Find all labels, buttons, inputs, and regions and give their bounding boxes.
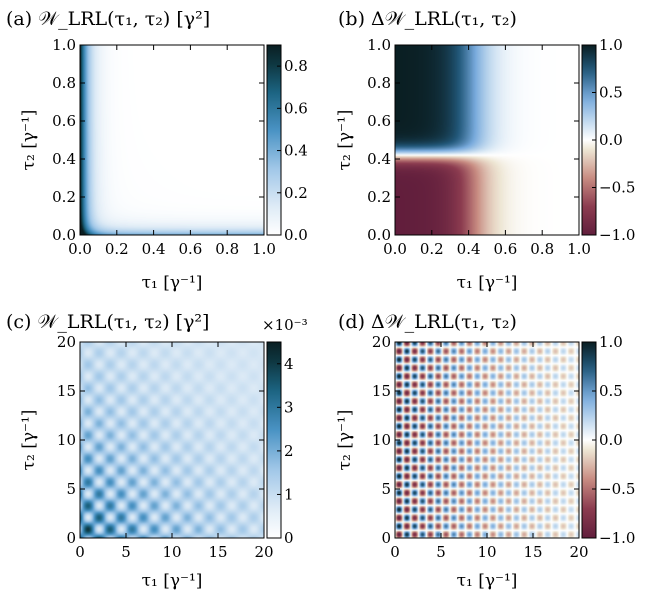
- panel-d-title: (d) Δ𝒲_LRL(τ₁, τ₂): [338, 311, 517, 333]
- y-tick-label-d: 15: [372, 382, 391, 400]
- x-tick-label-d: 15: [523, 543, 542, 561]
- colorbar-tick-label-a: 0.6: [284, 99, 308, 117]
- panel-c-ylabel: τ₂ [γ⁻¹]: [19, 410, 39, 471]
- y-tick-label-c: 5: [66, 480, 76, 498]
- colorbar-tick-label-d: 0.5: [599, 382, 623, 400]
- colorbar-tick-label-b: −1.0: [599, 226, 635, 244]
- x-tick-label-b: 0.6: [493, 240, 517, 258]
- heatmap-c: [80, 342, 264, 538]
- x-tick-label-a: 0.4: [142, 240, 166, 258]
- colorbar-c: [267, 342, 281, 538]
- y-tick-label-b: 0.6: [367, 112, 391, 130]
- colorbar-frame-c: [266, 341, 282, 539]
- colorbar-tick-label-b: 0.5: [599, 84, 623, 102]
- x-tick-label-a: 0.0: [68, 240, 92, 258]
- y-tick-label-c: 0: [66, 529, 76, 547]
- colorbar-tick-label-a: 0.0: [284, 226, 308, 244]
- axes-frame-b: [394, 44, 580, 236]
- x-tick-label-b: 0.4: [457, 240, 481, 258]
- y-tick-label-c: 15: [57, 382, 76, 400]
- colorbar-tick-label-d: −0.5: [599, 480, 635, 498]
- x-tick-label-d: 10: [477, 543, 496, 561]
- colorbar-tick-label-c: 2: [284, 442, 294, 460]
- x-tick-label-b: 0.2: [420, 240, 444, 258]
- y-tick-label-b: 0.4: [367, 150, 391, 168]
- colorbar-tick-label-a: 0.2: [284, 184, 308, 202]
- colorbar-tick-label-b: 0.0: [599, 131, 623, 149]
- colorbar-tick-label-d: 0.0: [599, 431, 623, 449]
- y-tick-label-b: 0.8: [367, 74, 391, 92]
- x-tick-label-b: 0.8: [530, 240, 554, 258]
- y-tick-label-b: 0.0: [367, 226, 391, 244]
- y-tick-label-a: 0.4: [52, 150, 76, 168]
- colorbar-c-multiplier: ×10⁻³: [262, 316, 308, 334]
- y-tick-label-a: 0.8: [52, 74, 76, 92]
- colorbar-tick-label-c: 4: [284, 355, 294, 373]
- colorbar-frame-a: [266, 44, 282, 236]
- heatmap-b: [395, 45, 579, 235]
- colorbar-tick-label-d: −1.0: [599, 529, 635, 547]
- x-tick-label-a: 1.0: [252, 240, 276, 258]
- colorbar-tick-label-c: 0: [284, 529, 294, 547]
- y-tick-label-a: 0.2: [52, 188, 76, 206]
- colorbar-tick-label-c: 1: [284, 485, 294, 503]
- x-tick-label-c: 0: [75, 543, 85, 561]
- heatmap-a: [80, 45, 264, 235]
- x-tick-label-c: 10: [162, 543, 181, 561]
- x-tick-label-b: 1.0: [567, 240, 591, 258]
- panel-a-xlabel: τ₁ [γ⁻¹]: [142, 273, 203, 293]
- y-tick-label-a: 1.0: [52, 36, 76, 54]
- colorbar-tick-label-c: 3: [284, 398, 294, 416]
- y-tick-label-d: 0: [381, 529, 391, 547]
- x-tick-label-c: 15: [208, 543, 227, 561]
- y-tick-label-c: 10: [57, 431, 76, 449]
- panel-a-title: (a) 𝒲_LRL(τ₁, τ₂) [γ²]: [6, 8, 210, 30]
- x-tick-label-a: 0.2: [105, 240, 129, 258]
- y-tick-label-d: 10: [372, 431, 391, 449]
- x-tick-label-d: 5: [436, 543, 446, 561]
- axes-frame-a: [79, 44, 265, 236]
- y-tick-label-a: 0.6: [52, 112, 76, 130]
- y-tick-label-d: 20: [372, 333, 391, 351]
- y-tick-label-a: 0.0: [52, 226, 76, 244]
- x-tick-label-b: 0.0: [383, 240, 407, 258]
- x-tick-label-c: 5: [121, 543, 131, 561]
- y-tick-label-b: 0.2: [367, 188, 391, 206]
- panel-d-xlabel: τ₁ [γ⁻¹]: [457, 571, 518, 591]
- colorbar-tick-label-a: 0.8: [284, 57, 308, 75]
- colorbar-tick-label-b: 1.0: [599, 36, 623, 54]
- colorbar-tick-label-d: 1.0: [599, 333, 623, 351]
- colorbar-tick-label-b: −0.5: [599, 179, 635, 197]
- panel-c-title: (c) 𝒲_LRL(τ₁, τ₂) [γ²]: [6, 311, 209, 333]
- panel-b-title: (b) Δ𝒲_LRL(τ₁, τ₂): [338, 8, 517, 30]
- panel-b-xlabel: τ₁ [γ⁻¹]: [457, 273, 518, 293]
- panel-b-ylabel: τ₂ [γ⁻¹]: [335, 110, 355, 171]
- panel-c-xlabel: τ₁ [γ⁻¹]: [142, 571, 203, 591]
- panel-d-ylabel: τ₂ [γ⁻¹]: [335, 410, 355, 471]
- y-tick-label-c: 20: [57, 333, 76, 351]
- heatmap-d: [395, 342, 579, 538]
- x-tick-label-d: 20: [569, 543, 588, 561]
- x-tick-label-d: 0: [390, 543, 400, 561]
- y-tick-label-d: 5: [381, 480, 391, 498]
- x-tick-label-a: 0.8: [215, 240, 239, 258]
- colorbar-tick-label-a: 0.4: [284, 142, 308, 160]
- x-tick-label-c: 20: [254, 543, 273, 561]
- colorbar-a: [267, 45, 281, 235]
- panel-a-ylabel: τ₂ [γ⁻¹]: [19, 110, 39, 171]
- x-tick-label-a: 0.6: [178, 240, 202, 258]
- y-tick-label-b: 1.0: [367, 36, 391, 54]
